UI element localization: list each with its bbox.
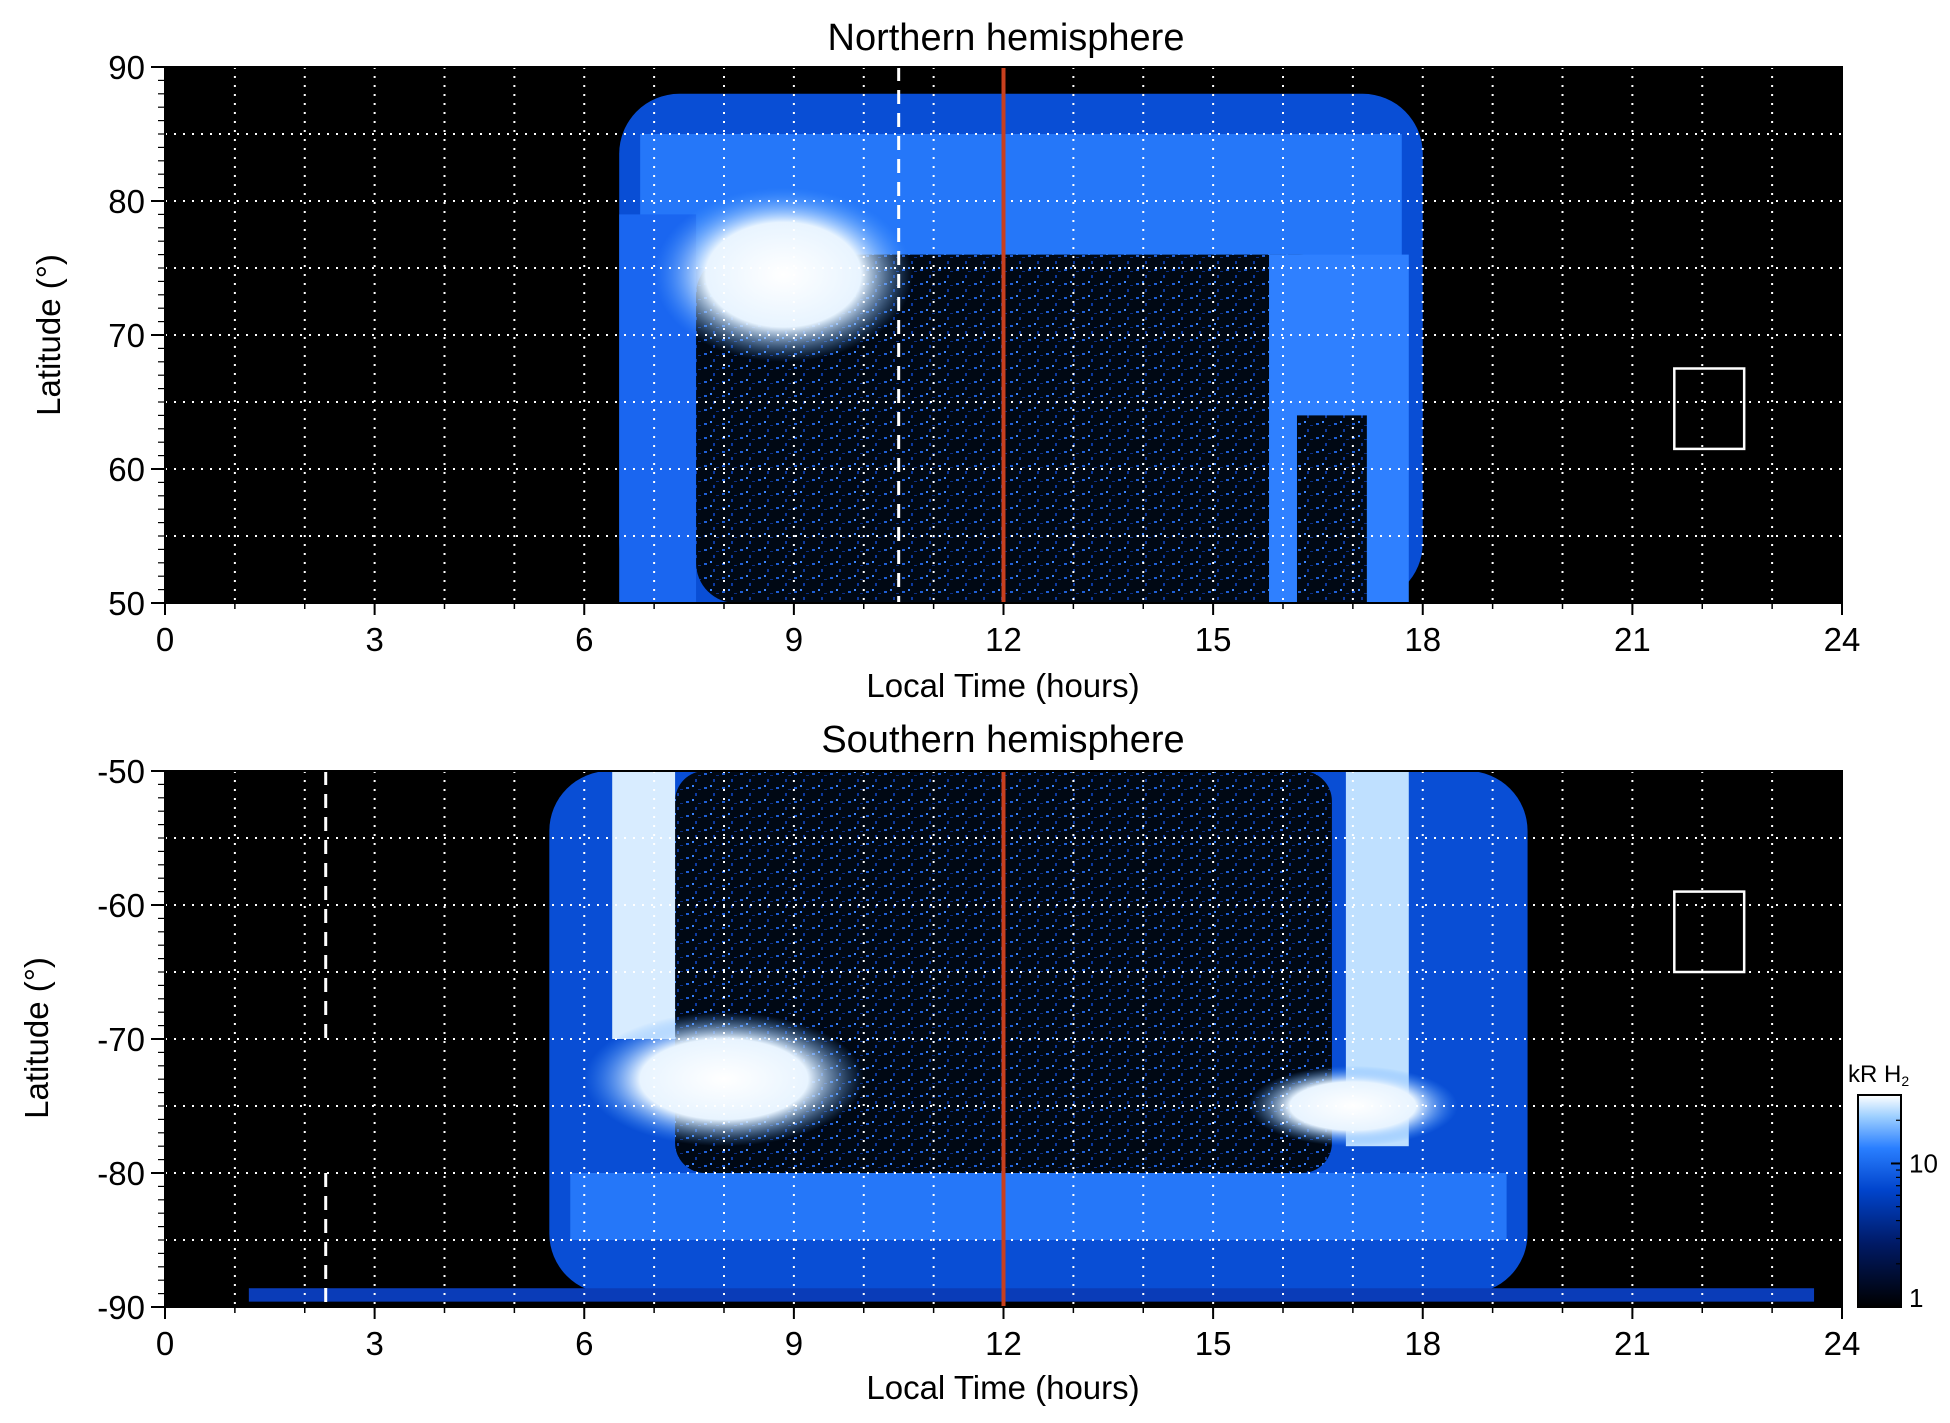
y-tick-label: -60: [97, 887, 145, 924]
y-tick-label: 60: [108, 451, 145, 488]
x-tick-label: 0: [156, 1325, 174, 1362]
chart-title: Southern hemisphere: [821, 719, 1184, 761]
x-tick-label: 6: [575, 621, 593, 658]
x-tick-label: 15: [1195, 621, 1232, 658]
colorbar-tick-label: 1: [1909, 1283, 1923, 1313]
x-tick-label: 24: [1824, 1325, 1861, 1362]
colorbar-title: kR H2: [1848, 1061, 1909, 1089]
x-tick-label: 18: [1404, 621, 1441, 658]
axes: 0 3 6 9 12 15 18 21 24 50 60 70 80 90: [108, 49, 1860, 658]
x-tick-label: 24: [1824, 621, 1861, 658]
x-tick-label: 15: [1195, 1325, 1232, 1362]
axes: 0 3 6 9 12 15 18 21 24 -90 -80 -70 -60 -50: [97, 753, 1860, 1362]
x-axis-label: Local Time (hours): [866, 667, 1139, 704]
y-axis-label: Latitude (°): [18, 957, 55, 1119]
x-tick-label: 0: [156, 621, 174, 658]
dusk-inner-speckle: [1296, 415, 1367, 603]
reference-lines: [324, 771, 1746, 1307]
x-tick-label: 6: [575, 1325, 593, 1362]
colorbar-ticks: 1 10: [1891, 1094, 1938, 1313]
x-tick-label: 9: [785, 1325, 803, 1362]
colorbar-tick-label: 10: [1909, 1148, 1938, 1178]
x-axis-label: Local Time (hours): [866, 1369, 1139, 1406]
reference-lines: [897, 67, 1746, 603]
x-tick-label: 3: [365, 621, 383, 658]
colorbar-unit-subscript: 2: [1901, 1073, 1909, 1089]
x-tick-label: 12: [985, 621, 1022, 658]
colorbar-scale: [1857, 1094, 1902, 1308]
bright-emission-region-dawn: [584, 1012, 864, 1147]
colorbar: kR H2 1 10: [1848, 1061, 1938, 1313]
x-tick-label: 9: [785, 621, 803, 658]
reference-box: [1673, 367, 1746, 451]
northern-hemisphere-panel: Northern hemisphere 0 3 6 9 12 15 18 21 24 50 60 70…: [30, 17, 1860, 704]
main-oval-band: [570, 1173, 1507, 1240]
y-tick-label: -50: [97, 753, 145, 790]
y-tick-label: 90: [108, 49, 145, 86]
x-tick-label: 21: [1614, 621, 1651, 658]
y-axis-label: Latitude (°): [30, 254, 67, 416]
southern-hemisphere-panel: Southern hemisphere 0 3 6 9 12 15 18 21 24 -90 -80…: [18, 719, 1860, 1406]
y-tick-label: 80: [108, 183, 145, 220]
y-tick-label: -80: [97, 1155, 145, 1192]
bright-emission-region: [654, 187, 913, 362]
reference-box: [1673, 890, 1746, 974]
chart-title: Northern hemisphere: [828, 17, 1185, 59]
y-tick-label: 50: [108, 585, 145, 622]
y-tick-label: -70: [97, 1021, 145, 1058]
emission-layer: [619, 93, 1423, 604]
x-tick-label: 3: [365, 1325, 383, 1362]
y-tick-label: -90: [97, 1289, 145, 1326]
colorbar-unit: kR H: [1848, 1061, 1901, 1088]
x-tick-label: 21: [1614, 1325, 1651, 1362]
y-tick-label: 70: [108, 317, 145, 354]
x-tick-label: 12: [985, 1325, 1022, 1362]
pole-streak: [248, 1288, 1815, 1302]
x-tick-label: 18: [1404, 1325, 1441, 1362]
